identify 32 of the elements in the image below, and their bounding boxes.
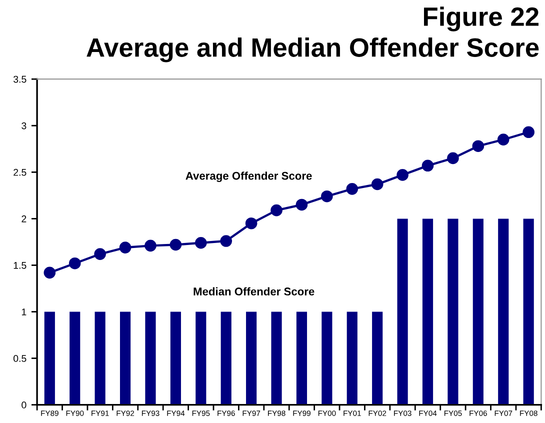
- point: [447, 152, 459, 164]
- point: [422, 160, 434, 172]
- point: [270, 204, 282, 216]
- y-tick-label: 1: [22, 308, 26, 316]
- y-tick-label: 0: [22, 402, 26, 408]
- point: [170, 238, 182, 251]
- point: [497, 134, 510, 146]
- y-tick-label: 3: [22, 122, 26, 130]
- point: [194, 236, 207, 249]
- point: [220, 235, 232, 247]
- point: [321, 190, 333, 202]
- point: [245, 217, 258, 230]
- y-tick-label: 0.5: [14, 355, 26, 362]
- point: [296, 198, 308, 211]
- point: [472, 140, 484, 152]
- y-tick-label: 1.5: [14, 262, 26, 269]
- point: [68, 257, 81, 270]
- point: [371, 178, 384, 190]
- point: [44, 266, 56, 279]
- chart-subtitle: Average and Median Offender Score: [86, 38, 539, 62]
- point: [396, 169, 408, 181]
- point: [346, 183, 358, 195]
- series-label: Median Offender Score: [194, 287, 314, 296]
- y-tick-label: 2: [22, 215, 26, 222]
- y-tick-label: 2.5: [14, 168, 26, 176]
- point: [94, 248, 106, 260]
- point: [119, 242, 132, 254]
- point: [144, 240, 156, 252]
- series-label: Average Offender Score: [186, 172, 312, 182]
- point: [522, 126, 534, 138]
- chart-title: Figure 22: [424, 6, 538, 32]
- y-tick-label: 3.5: [14, 76, 26, 83]
